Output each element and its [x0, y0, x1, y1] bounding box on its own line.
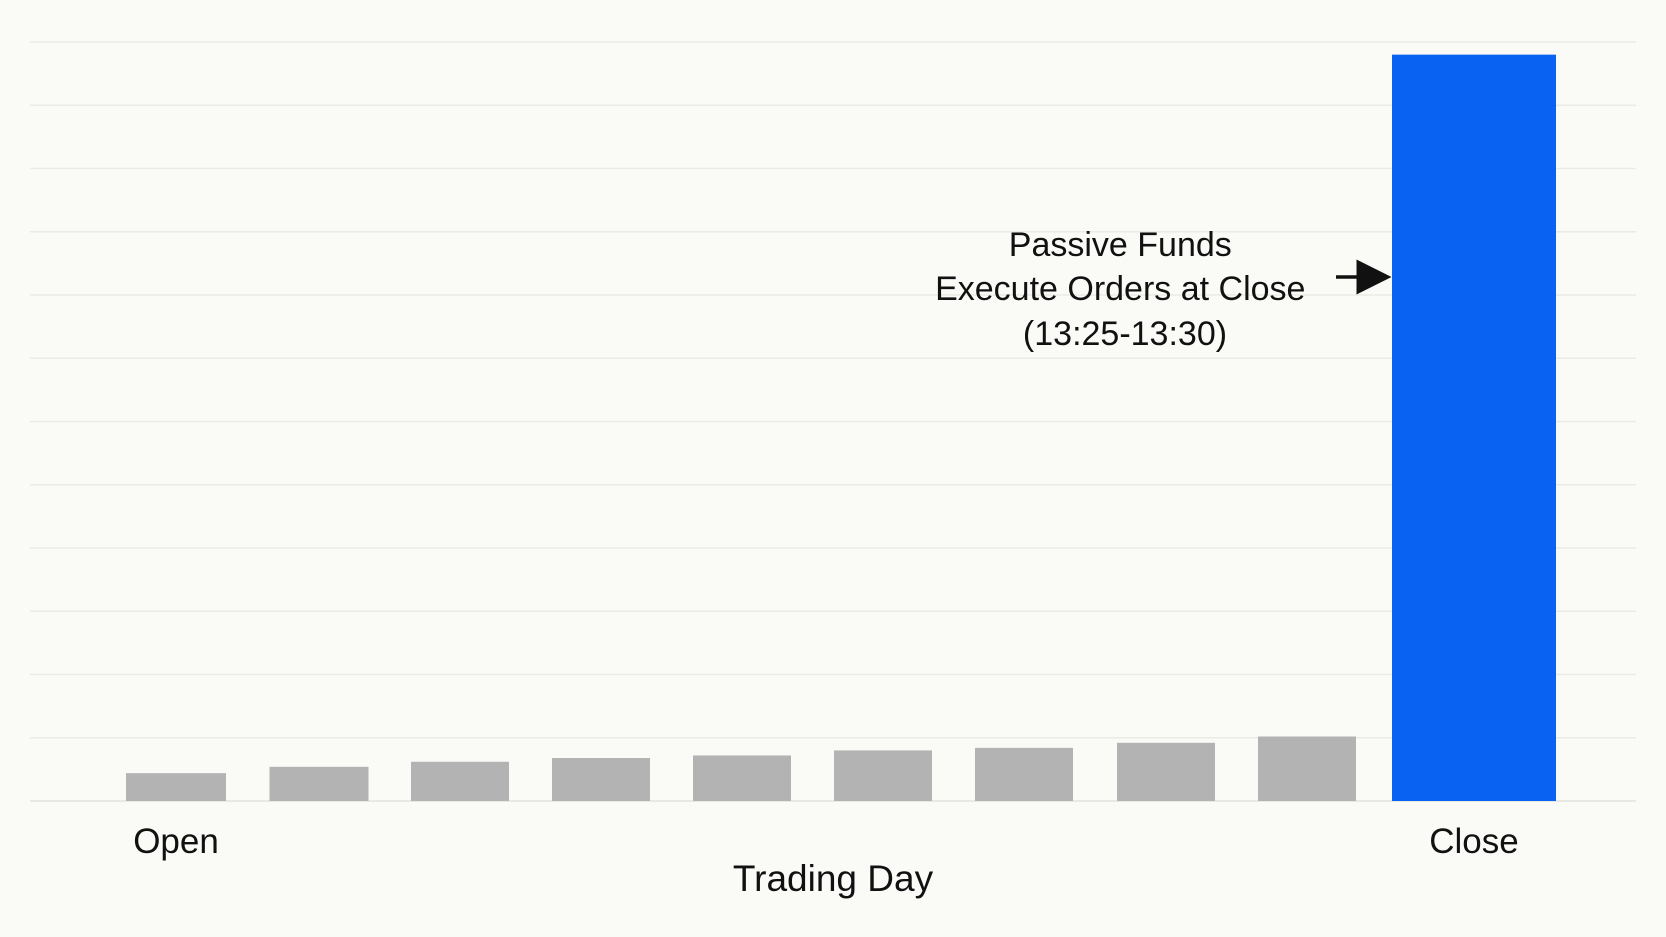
- annotation-line: (13:25-13:30): [1023, 315, 1227, 353]
- bar-9: [1258, 736, 1356, 801]
- bar-2: [269, 766, 369, 801]
- bar-4: [552, 757, 650, 801]
- bar-8: [1117, 742, 1215, 801]
- x-axis-title: Trading Day: [733, 858, 934, 899]
- x-tick-labels: Open Close: [133, 822, 1519, 861]
- bar-10: [1392, 54, 1556, 801]
- x-tick-label: Close: [1429, 822, 1518, 861]
- annotation-text: Passive Funds Execute Orders at Close (1…: [935, 226, 1315, 353]
- bar-1: [126, 773, 226, 801]
- gridlines: [30, 41, 1636, 802]
- bars: [126, 54, 1556, 801]
- bar-5: [693, 755, 791, 801]
- bar-7: [975, 747, 1073, 801]
- x-tick-label: Open: [133, 822, 219, 861]
- bar-6: [834, 750, 932, 801]
- annotation: Passive Funds Execute Orders at Close (1…: [935, 226, 1392, 353]
- bar-3: [411, 761, 509, 801]
- annotation-line: Passive Funds: [1009, 226, 1232, 264]
- annotation-line: Execute Orders at Close: [935, 270, 1305, 308]
